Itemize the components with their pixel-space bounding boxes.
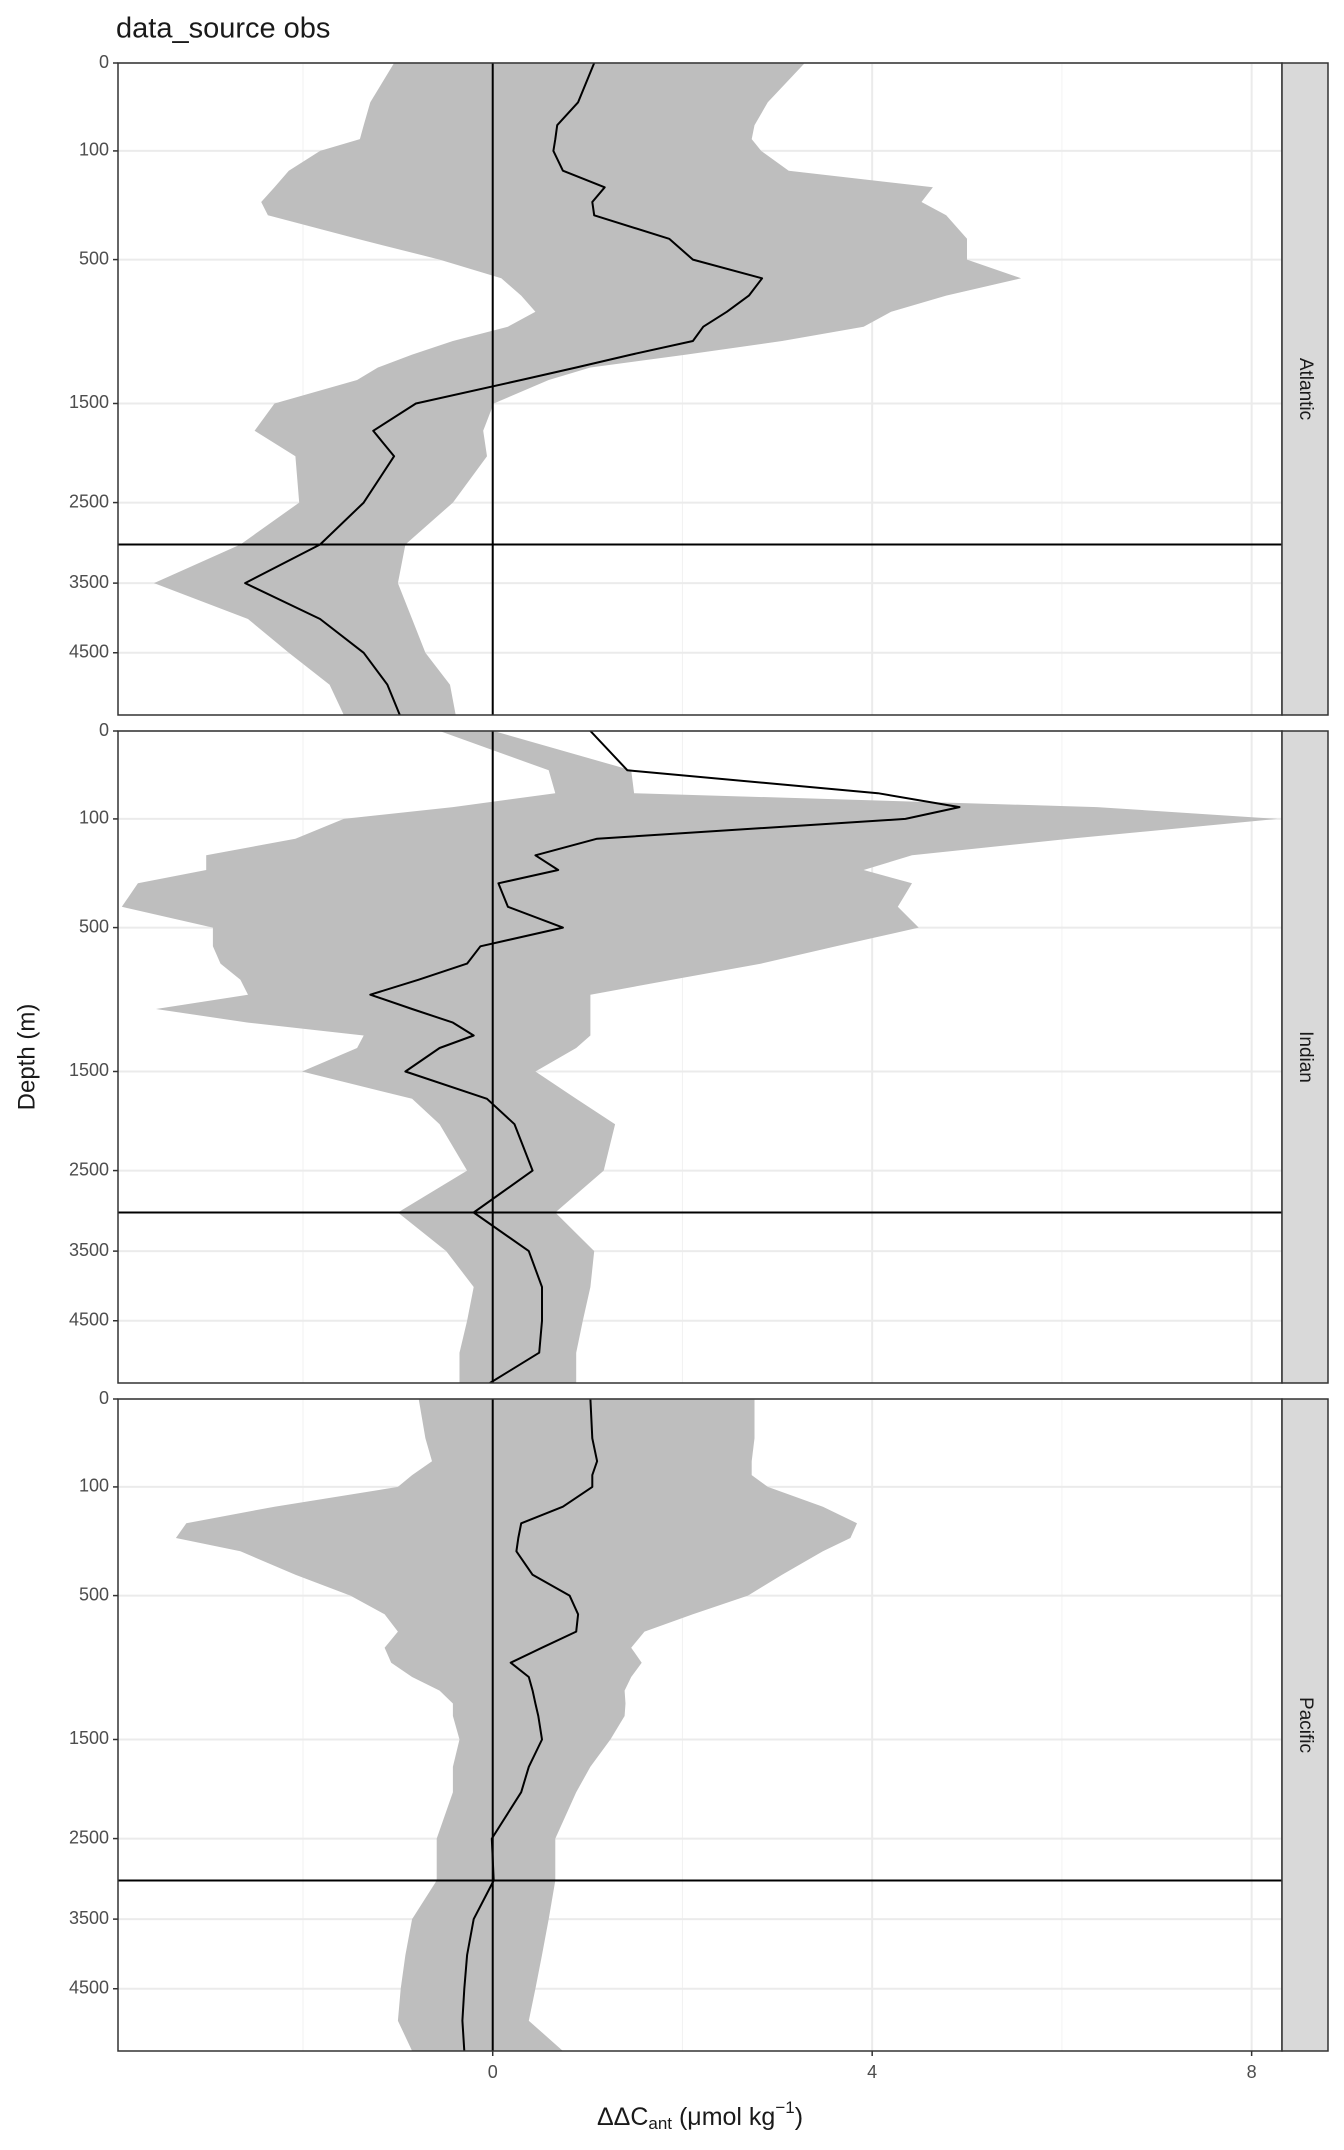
y-tick-label: 4500: [69, 1978, 109, 1998]
x-axis-title: ΔΔCant (μmol kg−1): [597, 2098, 803, 2133]
y-tick-label: 1500: [69, 392, 109, 412]
mean-line: [461, 1399, 599, 2051]
ribbon: [154, 63, 1022, 715]
mean-line: [369, 731, 961, 1383]
mean-line: [244, 63, 764, 715]
y-tick-label: 2500: [69, 491, 109, 511]
y-tick-label: 0: [99, 1388, 109, 1408]
y-tick-label: 3500: [69, 1908, 109, 1928]
y-tick-label: 100: [79, 1476, 109, 1496]
strip: [1281, 62, 1329, 716]
strip: [1281, 1398, 1329, 2052]
y-tick-label: 2500: [69, 1159, 109, 1179]
y-axis-title: Depth (m): [13, 1004, 40, 1111]
y-tick-label: 2500: [69, 1827, 109, 1847]
y-tick-label: 500: [79, 916, 109, 936]
strip: [1281, 730, 1329, 1384]
y-tick-label: 1500: [69, 1060, 109, 1080]
y-tick-label: 0: [99, 720, 109, 740]
chart-title: data_source obs: [116, 13, 330, 45]
y-tick-label: 100: [79, 140, 109, 160]
x-tick-label: 0: [488, 2062, 498, 2082]
ribbon: [121, 731, 1278, 1383]
x-tick-label: 4: [867, 2062, 877, 2082]
x-title-main: ΔΔC: [597, 2103, 648, 2131]
x-title-unit: (μmol kg: [672, 2103, 775, 2131]
strip-label: Atlantic: [1295, 358, 1316, 420]
y-tick-label: 100: [79, 808, 109, 828]
y-tick-label: 500: [79, 248, 109, 268]
strip-label: Pacific: [1295, 1697, 1316, 1753]
y-tick-label: 500: [79, 1584, 109, 1604]
y-tick-label: 3500: [69, 1240, 109, 1260]
x-title-sub: ant: [648, 2114, 672, 2133]
strip-label: Indian: [1295, 1031, 1316, 1083]
ribbon: [175, 1399, 857, 2051]
y-tick-label: 3500: [69, 572, 109, 592]
y-tick-label: 0: [99, 52, 109, 72]
x-title-sup: −1: [775, 2098, 794, 2117]
y-tick-label: 4500: [69, 1310, 109, 1330]
y-tick-label: 4500: [69, 642, 109, 662]
x-title-close: ): [795, 2103, 803, 2131]
x-tick-label: 8: [1247, 2062, 1257, 2082]
y-tick-label: 1500: [69, 1728, 109, 1748]
